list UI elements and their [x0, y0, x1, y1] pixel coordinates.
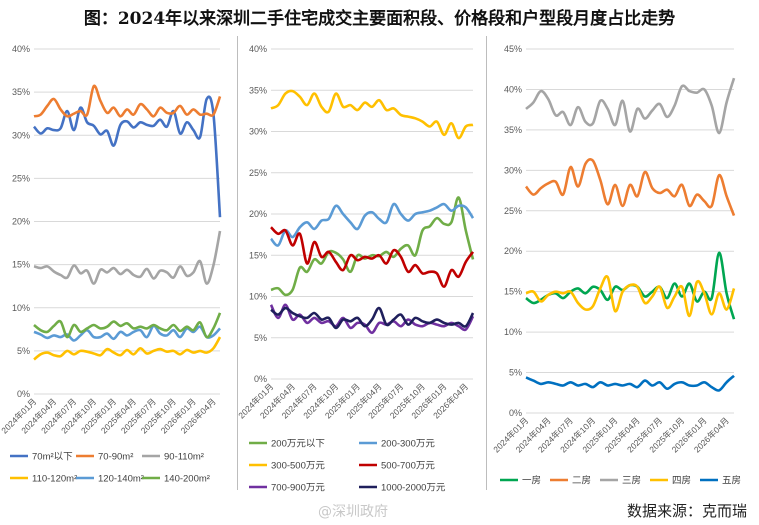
series-line-1-5 — [270, 306, 475, 330]
legend-label: 500-700万元 — [381, 461, 435, 472]
panel-divider-1 — [237, 36, 238, 490]
y-tick-label: 10% — [12, 303, 30, 313]
series-line-2-2 — [525, 77, 736, 135]
chart-area-panel: 0%5%10%15%20%25%30%35%40%2024年01月2024年04… — [0, 44, 222, 485]
y-tick-label: 30% — [504, 165, 522, 175]
y-tick-label: 20% — [249, 209, 267, 219]
legend-label: 70-90m² — [98, 452, 133, 463]
series-line-0-4 — [33, 324, 221, 342]
series-line-2-3 — [525, 274, 736, 318]
legend-label: 140-200m² — [164, 474, 210, 485]
y-tick-label: 30% — [249, 127, 267, 137]
series-line-1-2 — [270, 89, 474, 140]
series-line-1-0 — [270, 196, 475, 297]
y-tick-label: 25% — [504, 206, 522, 216]
y-tick-label: 30% — [12, 130, 30, 140]
series-line-1-1 — [270, 202, 475, 247]
y-tick-label: 40% — [12, 44, 30, 54]
panel-divider-2 — [486, 36, 487, 490]
series-line-0-0 — [32, 95, 222, 218]
y-tick-label: 5% — [17, 346, 30, 356]
watermark-text: @深圳政府 — [318, 504, 388, 520]
series-line-1-4 — [269, 303, 475, 335]
chart-price-panel: 0%5%10%15%20%25%30%35%40%2024年01月2024年04… — [237, 44, 475, 494]
data-source-note: 数据来源：克而瑞 — [626, 502, 747, 520]
y-tick-label: 25% — [249, 168, 267, 178]
y-tick-label: 45% — [504, 44, 522, 54]
y-tick-label: 20% — [504, 246, 522, 256]
series-line-1-3 — [270, 226, 475, 288]
y-tick-label: 10% — [504, 327, 522, 337]
legend-label: 300-500万元 — [271, 461, 325, 472]
y-tick-label: 15% — [504, 287, 522, 297]
page-title: 图：2024年以来深圳二手住宅成交主要面积段、价格段和户型段月度占比走势 — [83, 9, 676, 29]
series-line-0-2 — [33, 230, 222, 285]
y-tick-label: 35% — [12, 87, 30, 97]
series-line-0-3 — [33, 336, 222, 361]
legend-label: 四房 — [672, 475, 691, 487]
legend-label: 90-110m² — [164, 452, 204, 463]
y-tick-label: 10% — [249, 292, 267, 302]
y-tick-label: 15% — [249, 250, 267, 260]
y-tick-label: 20% — [12, 217, 30, 227]
y-tick-label: 5% — [254, 333, 267, 343]
y-tick-label: 40% — [504, 84, 522, 94]
legend-label: 200万元以下 — [271, 439, 325, 450]
legend-label: 120-140m² — [98, 474, 144, 485]
legend-label: 二房 — [572, 475, 591, 487]
y-tick-label: 5% — [509, 368, 522, 378]
y-tick-label: 0% — [509, 408, 522, 418]
legend-label: 三房 — [622, 475, 641, 487]
legend-label: 70m²以下 — [32, 452, 73, 463]
y-tick-label: 35% — [504, 125, 522, 135]
legend-label: 一房 — [522, 475, 541, 487]
legend-label: 700-900万元 — [271, 483, 325, 494]
legend-label: 1000-2000万元 — [381, 483, 446, 494]
y-tick-label: 25% — [12, 173, 30, 183]
y-tick-label: 35% — [249, 85, 267, 95]
series-line-2-1 — [524, 158, 736, 217]
series-line-2-4 — [525, 374, 735, 392]
y-tick-label: 15% — [12, 260, 30, 270]
legend-label: 五房 — [722, 475, 741, 487]
legend-label: 200-300万元 — [381, 439, 435, 450]
series-line-0-1 — [33, 84, 222, 118]
chart-room-panel: 0%5%10%15%20%25%30%35%40%45%2024年01月2024… — [491, 44, 741, 487]
legend-label: 110-120m² — [32, 474, 77, 485]
y-tick-label: 0% — [17, 389, 30, 399]
y-tick-label: 40% — [249, 44, 267, 54]
series-line-0-5 — [33, 312, 222, 339]
y-tick-label: 0% — [254, 374, 267, 384]
